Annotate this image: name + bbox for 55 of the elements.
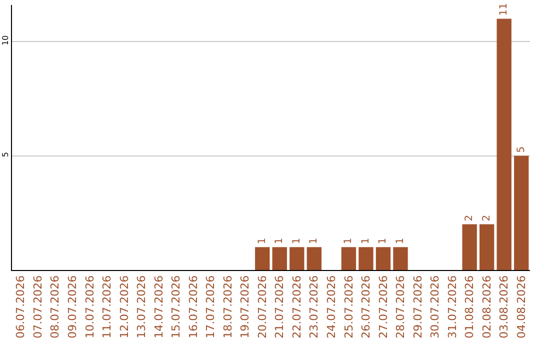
data-label: 2 [464,214,476,222]
x-tick-label: 25.07.2026 [342,275,356,338]
bar [255,247,270,270]
x-tick-label: 13.07.2026 [135,275,148,338]
x-tick-label: 27.07.2026 [376,275,390,338]
data-label: 1 [378,238,389,244]
x-tick-label: 12.07.2026 [118,275,131,338]
x-tick-label: 19.07.2026 [238,275,252,338]
bar [376,247,391,270]
x-tick-label: 14.07.2026 [152,275,166,338]
x-tick-label: 30.07.2026 [428,275,442,338]
data-label: 5 [516,146,527,153]
x-tick-label: 29.07.2026 [411,275,424,338]
x-tick-label: 26.07.2026 [360,275,373,338]
x-tick-label: 31.07.2026 [446,275,459,338]
data-label: 1 [308,238,320,244]
bar [306,247,322,270]
x-tick-label: 16.07.2026 [186,275,200,338]
data-label: 1 [256,238,268,244]
bar [514,156,529,270]
x-tick-label: 20.07.2026 [256,275,269,338]
data-label: 2 [481,214,492,222]
bar [479,224,494,270]
bar [393,247,408,270]
x-tick-label: 10.07.2026 [83,275,96,338]
x-tick-label: 04.08.2026 [514,275,528,338]
x-tick-label: 09.07.2026 [66,275,80,338]
x-tick-label: 08.07.2026 [48,275,62,338]
x-tick-label: 07.07.2026 [31,275,44,338]
x-tick-label: 18.07.2026 [221,275,234,338]
x-tick-label: 03.08.2026 [498,275,511,338]
bar [290,247,304,270]
bar [496,18,512,270]
x-tick-label: 17.07.2026 [204,275,218,338]
x-tick-label: 11.07.2026 [100,275,114,338]
x-tick-label: 15.07.2026 [170,275,183,338]
x-tick-label: 06.07.2026 [14,275,28,338]
bar [272,247,287,270]
x-tick-label: 21.07.2026 [273,275,286,338]
bar [358,247,374,270]
data-label: 1 [274,238,286,244]
x-tick-label: 02.08.2026 [480,275,494,338]
bar [462,224,477,270]
x-tick-label: 23.07.2026 [308,275,321,338]
x-tick-label: 24.07.2026 [325,275,338,338]
data-label: 1 [343,238,354,244]
x-tick-label: 22.07.2026 [290,275,304,338]
data-label: 1 [395,238,406,244]
y-tick-label: 10 [0,35,10,46]
data-label: 11 [498,2,510,16]
data-label: 1 [360,238,372,244]
x-tick-label: 01.08.2026 [463,275,476,338]
bar [341,247,356,270]
data-label: 1 [291,238,302,244]
x-tick-label: 28.07.2026 [394,275,408,338]
